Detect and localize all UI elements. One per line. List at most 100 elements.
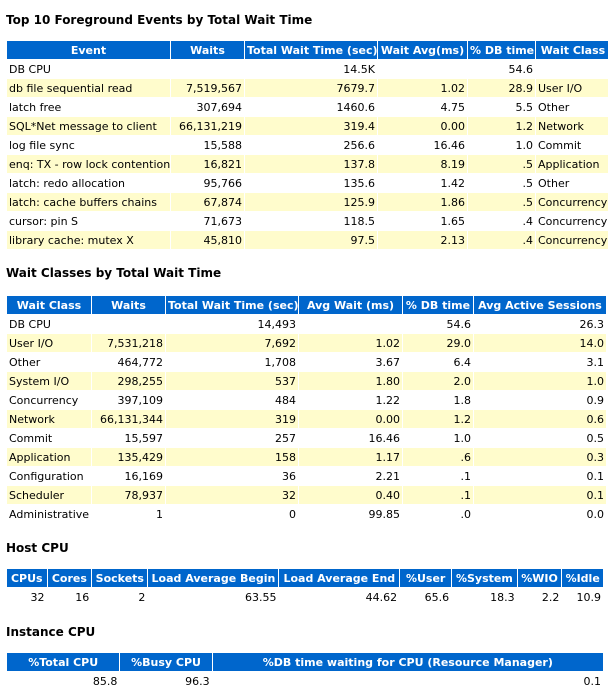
cell-system: 18.3 [452, 588, 517, 606]
table-row: Scheduler 78,937 32 0.40.1 0.1 [7, 486, 606, 504]
cell-total-wait-time-sec: 32 [166, 486, 298, 504]
cell-event: enq: TX - row lock contention [7, 155, 170, 173]
column-header-idle: %Idle [562, 568, 603, 587]
cell-wait-avg-ms: 0.00 [378, 117, 467, 135]
table-row: User I/O 7,531,218 7,692 1.02 29.0 14.0 [7, 334, 606, 352]
cell-total-wait-time-sec: 257 [166, 429, 298, 447]
header-row: Event Waits Total Wait Time (sec) Wait Avg(… [7, 40, 608, 59]
cell-total-wait-time-sec: 0 [166, 505, 298, 523]
cell-db-time: 29.0 [403, 334, 473, 352]
column-header-wait-avg-ms: Wait Avg(ms) [378, 40, 467, 59]
top-events-title: Top 10 Foreground Events by Total Wait T… [6, 13, 313, 27]
column-header-wait-class: Wait Class [7, 295, 91, 314]
cell-wait-class: Configuration [7, 467, 91, 485]
cell-avg-active-sessions: 3.1 [474, 353, 606, 371]
cell-waits: 397,109 [92, 391, 165, 409]
host-cpu-title: Host CPU [6, 541, 69, 555]
cell-avg-wait-ms: 99.85 [299, 505, 402, 523]
cell-db-time: 1.0 [468, 136, 535, 154]
cell-wait-avg-ms: 8.19 [378, 155, 467, 173]
cell-event: latch free [7, 98, 170, 116]
column-header-event: Event [7, 40, 170, 59]
cell-waits: 78,937 [92, 486, 165, 504]
cell-wait-class: User I/O [536, 79, 608, 97]
cell-db-time: 1.2 [468, 117, 535, 135]
cell-wait-avg-ms: 16.46 [378, 136, 467, 154]
cell-total-wait-time-sec: 7679.7 [245, 79, 377, 97]
column-header-wio: %WIO [517, 568, 562, 587]
wait-classes-table: Wait Class Waits Total Wait Time (sec) Avg … [6, 294, 607, 524]
cell-idle: 10.9 [562, 588, 603, 606]
cell-total-cpu: 85.8 [7, 672, 120, 690]
cell-db-time: 5.5 [468, 98, 535, 116]
cell-wait-class [536, 60, 608, 78]
table-row: DB CPU 14,493 54.6 26.3 [7, 315, 606, 333]
cell-wait-class: User I/O [7, 334, 91, 352]
cell-user: 65.6 [400, 588, 452, 606]
cell-wait-avg-ms [378, 60, 467, 78]
cell-db-time: 54.6 [403, 315, 473, 333]
cell-wait-class: Application [536, 155, 608, 173]
cell-waits: 15,597 [92, 429, 165, 447]
table-row: System I/O 298,255 537 1.80 2.0 1.0 [7, 372, 606, 390]
cell-avg-wait-ms: 2.21 [299, 467, 402, 485]
cell-wait-class: Network [7, 410, 91, 428]
cell-db-time: .0 [403, 505, 473, 523]
cell-event: latch: cache buffers chains [7, 193, 170, 211]
column-header-load-average-end: Load Average End [279, 568, 400, 587]
cell-db-time-waiting-for-cpu-resource-manager: 0.1 [212, 672, 603, 690]
cell-sockets: 2 [92, 588, 148, 606]
column-header-wait-class: Wait Class [536, 40, 608, 59]
cell-load-average-end: 44.62 [279, 588, 400, 606]
cell-db-time: .5 [468, 193, 535, 211]
cell-db-time: .5 [468, 155, 535, 173]
cell-avg-active-sessions: 0.3 [474, 448, 606, 466]
cell-wait-class: Network [536, 117, 608, 135]
cell-total-wait-time-sec: 125.9 [245, 193, 377, 211]
cell-cpus: 32 [7, 588, 47, 606]
cell-waits: 464,772 [92, 353, 165, 371]
wait-classes-title: Wait Classes by Total Wait Time [6, 266, 222, 280]
cell-waits: 67,874 [171, 193, 244, 211]
cell-db-time: 54.6 [468, 60, 535, 78]
table-row: latch: cache buffers chains 67,874 125.9 1.… [7, 193, 608, 211]
cell-event: library cache: mutex X [7, 231, 170, 249]
cell-db-time: 1.0 [403, 429, 473, 447]
table-row: Application 135,429 158 1.17.6 0.3 [7, 448, 606, 466]
cell-wait-class: Concurrency [536, 193, 608, 211]
cell-db-time: 2.0 [403, 372, 473, 390]
cell-wait-class: Commit [536, 136, 608, 154]
cell-waits: 307,694 [171, 98, 244, 116]
cell-event: log file sync [7, 136, 170, 154]
cell-total-wait-time-sec: 158 [166, 448, 298, 466]
cell-wait-avg-ms: 2.13 [378, 231, 467, 249]
cell-avg-wait-ms: 1.02 [299, 334, 402, 352]
table-row: Commit 15,597 257 16.46 1.0 0.5 [7, 429, 606, 447]
column-header-total-cpu: %Total CPU [7, 652, 120, 671]
header-row: %Total CPU %Busy CPU %DB time waiting for … [7, 652, 603, 671]
table-row: Network 66,131,344 319 0.00 1.2 0.6 [7, 410, 606, 428]
cell-avg-active-sessions: 0.1 [474, 486, 606, 504]
cell-event: db file sequential read [7, 79, 170, 97]
cell-avg-active-sessions: 0.5 [474, 429, 606, 447]
cell-wait-class: Scheduler [7, 486, 91, 504]
cell-avg-active-sessions: 1.0 [474, 372, 606, 390]
cell-avg-wait-ms: 1.17 [299, 448, 402, 466]
column-header-db-time: % DB time [403, 295, 473, 314]
cell-wait-class: Commit [7, 429, 91, 447]
cell-db-time: .1 [403, 486, 473, 504]
column-header-user: %User [400, 568, 452, 587]
column-header-busy-cpu: %Busy CPU [120, 652, 212, 671]
cell-db-time: 1.2 [403, 410, 473, 428]
column-header-cores: Cores [47, 568, 92, 587]
cell-event: latch: redo allocation [7, 174, 170, 192]
cell-wait-class: Concurrency [536, 231, 608, 249]
cell-waits: 16,169 [92, 467, 165, 485]
cell-avg-wait-ms: 1.22 [299, 391, 402, 409]
cell-total-wait-time-sec: 137.8 [245, 155, 377, 173]
cell-waits: 135,429 [92, 448, 165, 466]
table-row: Other 464,772 1,708 3.67 6.4 3.1 [7, 353, 606, 371]
cell-total-wait-time-sec: 135.6 [245, 174, 377, 192]
cell-db-time: .5 [468, 174, 535, 192]
cell-avg-active-sessions: 0.9 [474, 391, 606, 409]
